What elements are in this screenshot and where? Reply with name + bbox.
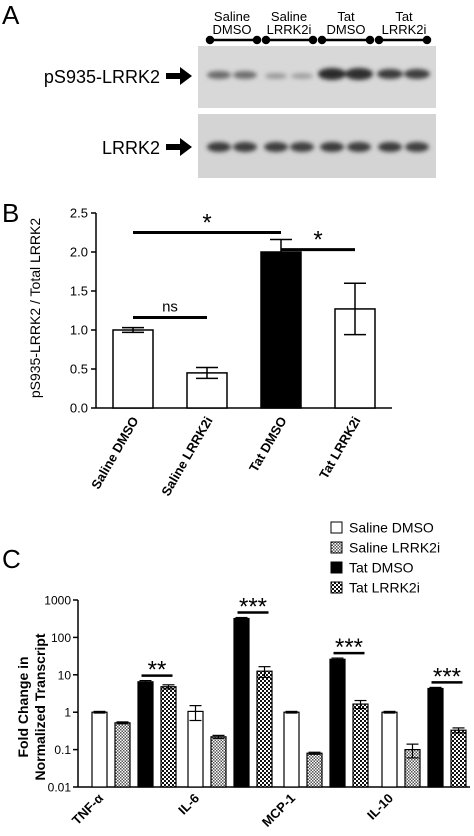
panel-b-significance-label: * <box>313 227 322 254</box>
panel-b-ytick-label: 0.0 <box>70 401 88 416</box>
panel-b-ylabel: pS935-LRRK2 / Total LRRK2 <box>27 218 43 398</box>
panel-c-significance-label: ** <box>148 657 167 684</box>
group-brackets <box>205 35 432 45</box>
group-label-tat-dmso: Tat DMSO <box>327 9 366 37</box>
panel-c-category-label: IL-10 <box>364 791 396 823</box>
panel-c-ylabel-line2: Normalized Transcript <box>32 633 48 780</box>
panel-b-ytick-label: 1.5 <box>70 284 88 299</box>
panel-c-ytick-label: 1 <box>64 706 71 720</box>
panel-c-legend-label: Tat DMSO <box>349 560 414 576</box>
panel-c-ytick-label: 0.1 <box>54 743 71 757</box>
panel-c-legend-label: Tat LRRK2i <box>349 580 420 596</box>
panel-c-significance-label: *** <box>335 634 363 661</box>
panel-c-bar <box>160 686 177 788</box>
group-label-line2: LRRK2i <box>267 22 312 37</box>
panel-c-category-label: MCP-1 <box>259 791 298 830</box>
panel-b-letter: B <box>2 198 19 228</box>
panel-c-bar <box>114 722 131 788</box>
panel-c-bar <box>283 711 300 788</box>
blot-label-ps935: pS935-LRRK2 <box>44 67 160 87</box>
group-label-line1: Tat <box>395 9 413 24</box>
panel-c-bar <box>187 710 204 788</box>
panel-c-bar <box>450 729 467 788</box>
panel-c-category-label: TNF-α <box>69 791 106 828</box>
group-label-saline-dmso: Saline DMSO <box>213 9 252 37</box>
panel-c-significance-label: *** <box>433 663 461 690</box>
panel-c-bar <box>329 658 346 788</box>
blot-label-lrrk2: LRRK2 <box>102 138 160 158</box>
panel-c-bar <box>210 736 227 788</box>
group-label-line1: Tat <box>337 9 355 24</box>
panel-a: A Saline DMSO Saline LRRK2i Tat DMSO Tat… <box>2 0 436 178</box>
blot-arrow-lrrk2 <box>166 138 192 156</box>
panel-b: B pS935-LRRK2 / Total LRRK2 0.0 0.5 1.0 1.5… <box>2 198 392 498</box>
panel-c-legend-label: Saline DMSO <box>349 520 434 536</box>
panel-c-ylabel-line1: Fold Change in <box>15 656 31 757</box>
panel-b-category-label: Tat DMSO <box>246 414 290 474</box>
panel-c-legend-swatch <box>330 541 343 554</box>
panel-c-ytick-label: 0.01 <box>48 781 72 795</box>
panel-b-ytick-label: 0.5 <box>70 362 88 377</box>
group-label-line2: LRRK2i <box>382 22 427 37</box>
panel-c-significance-label: *** <box>239 594 267 621</box>
panel-c-bar <box>91 711 108 788</box>
group-label-line2: DMSO <box>327 22 366 37</box>
panel-b-bar <box>112 329 154 409</box>
panel-c-category-label: IL-6 <box>175 791 202 818</box>
panel-b-category-label: Saline DMSO <box>88 414 141 492</box>
panel-b-ytick-label: 2.0 <box>70 245 88 260</box>
panel-c-legend-swatch <box>330 581 343 594</box>
group-label-tat-lrrk2i: Tat LRRK2i <box>382 9 427 37</box>
panel-c-bar <box>352 703 369 788</box>
panel-c-bar <box>381 711 398 788</box>
panel-c-bar <box>256 670 273 788</box>
panel-b-ytick-label: 1.0 <box>70 323 88 338</box>
panel-c-letter: C <box>2 544 21 574</box>
panel-a-letter: A <box>2 0 20 30</box>
panel-c-bar <box>427 687 444 788</box>
panel-c-legend-swatch <box>330 521 343 534</box>
panel-c-bar <box>306 752 323 788</box>
group-label-saline-lrrk2i: Saline LRRK2i <box>267 9 312 37</box>
blot-arrow-ps935 <box>166 67 192 85</box>
panel-c-bar <box>233 617 250 788</box>
panel-b-category-label: Tat LRRK2i <box>316 414 364 481</box>
panel-c-legend-swatch <box>330 561 343 574</box>
group-label-line1: Saline <box>214 9 250 24</box>
blot-lrrk2 <box>198 114 436 178</box>
panel-c: C Fold Change in Normalized Transcript 0… <box>2 520 470 830</box>
panel-c-ytick-label: 100 <box>51 631 71 645</box>
group-label-line1: Saline <box>271 9 307 24</box>
panel-b-bar <box>260 251 302 409</box>
panel-b-ytick-label: 2.5 <box>70 206 88 221</box>
panel-b-significance-label: ns <box>162 299 178 316</box>
blot-ps935 <box>198 46 436 108</box>
group-label-line2: DMSO <box>213 22 252 37</box>
panel-c-legend-label: Saline LRRK2i <box>349 540 440 556</box>
panel-c-ytick-label: 10 <box>58 668 72 682</box>
panel-b-category-label: Saline LRRK2i <box>158 414 215 498</box>
panel-b-significance-label: * <box>202 210 211 237</box>
panel-c-ytick-label: 1000 <box>44 594 71 608</box>
panel-c-bar <box>137 681 154 788</box>
